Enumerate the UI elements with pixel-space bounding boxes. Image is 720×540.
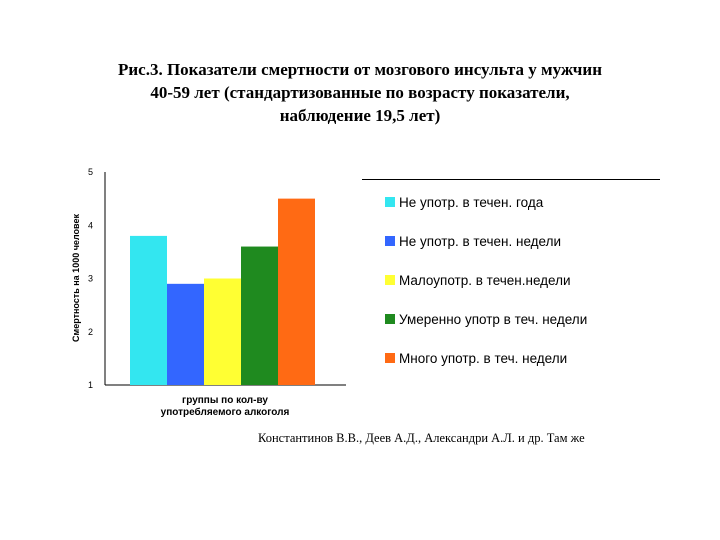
x-axis-label-line-2: употребляемого алкоголя bbox=[160, 407, 290, 418]
legend-label: Умеренно употр в теч. недели bbox=[399, 311, 588, 327]
title-line-2: 40-59 лет (стандартизованные по возрасту… bbox=[150, 83, 570, 102]
x-axis-label-line-1: группы по кол-ву bbox=[182, 395, 268, 406]
y-tick-label: 5 bbox=[88, 167, 93, 177]
bar-5 bbox=[278, 198, 315, 385]
legend-top-rule bbox=[362, 179, 660, 180]
legend-label: Не употр. в течен. года bbox=[399, 194, 544, 210]
y-tick-label: 1 bbox=[88, 380, 93, 390]
legend-label: Не употр. в течен. недели bbox=[399, 233, 562, 249]
y-tick-label: 3 bbox=[88, 274, 93, 284]
bar-4 bbox=[241, 246, 278, 385]
legend-item: Не употр. в течен. недели bbox=[385, 231, 561, 251]
legend-label: Малоупотр. в течен.недели bbox=[399, 272, 571, 288]
legend-item: Не употр. в течен. года bbox=[385, 192, 543, 212]
legend-item: Много употр. в теч. недели bbox=[385, 348, 567, 368]
title-line-1: Рис.3. Показатели смертности от мозговог… bbox=[117, 60, 602, 79]
legend-label: Много употр. в теч. недели bbox=[399, 350, 568, 366]
bar-3 bbox=[204, 278, 241, 385]
chart-title: Рис.3. Показатели смертности от мозговог… bbox=[40, 58, 680, 127]
y-tick-label: 4 bbox=[88, 220, 93, 230]
source-citation: Константинов В.В., Деев А.Д., Александри… bbox=[258, 431, 585, 445]
legend-swatch bbox=[385, 275, 395, 285]
bar-1 bbox=[130, 235, 167, 385]
title-line-3: наблюдение 19,5 лет) bbox=[279, 106, 441, 125]
bar-2 bbox=[167, 283, 204, 385]
x-axis-label: группы по кол-ву употребляемого алкоголя bbox=[135, 395, 315, 419]
legend-swatch bbox=[385, 197, 395, 207]
y-axis-label: Смертность на 1000 человек bbox=[71, 214, 81, 342]
legend-swatch bbox=[385, 236, 395, 246]
legend-swatch bbox=[385, 353, 395, 363]
legend-swatch bbox=[385, 314, 395, 324]
y-tick-label: 2 bbox=[88, 327, 93, 337]
legend-item: Умеренно употр в теч. недели bbox=[385, 309, 587, 329]
legend-item: Малоупотр. в течен.недели bbox=[385, 270, 571, 290]
